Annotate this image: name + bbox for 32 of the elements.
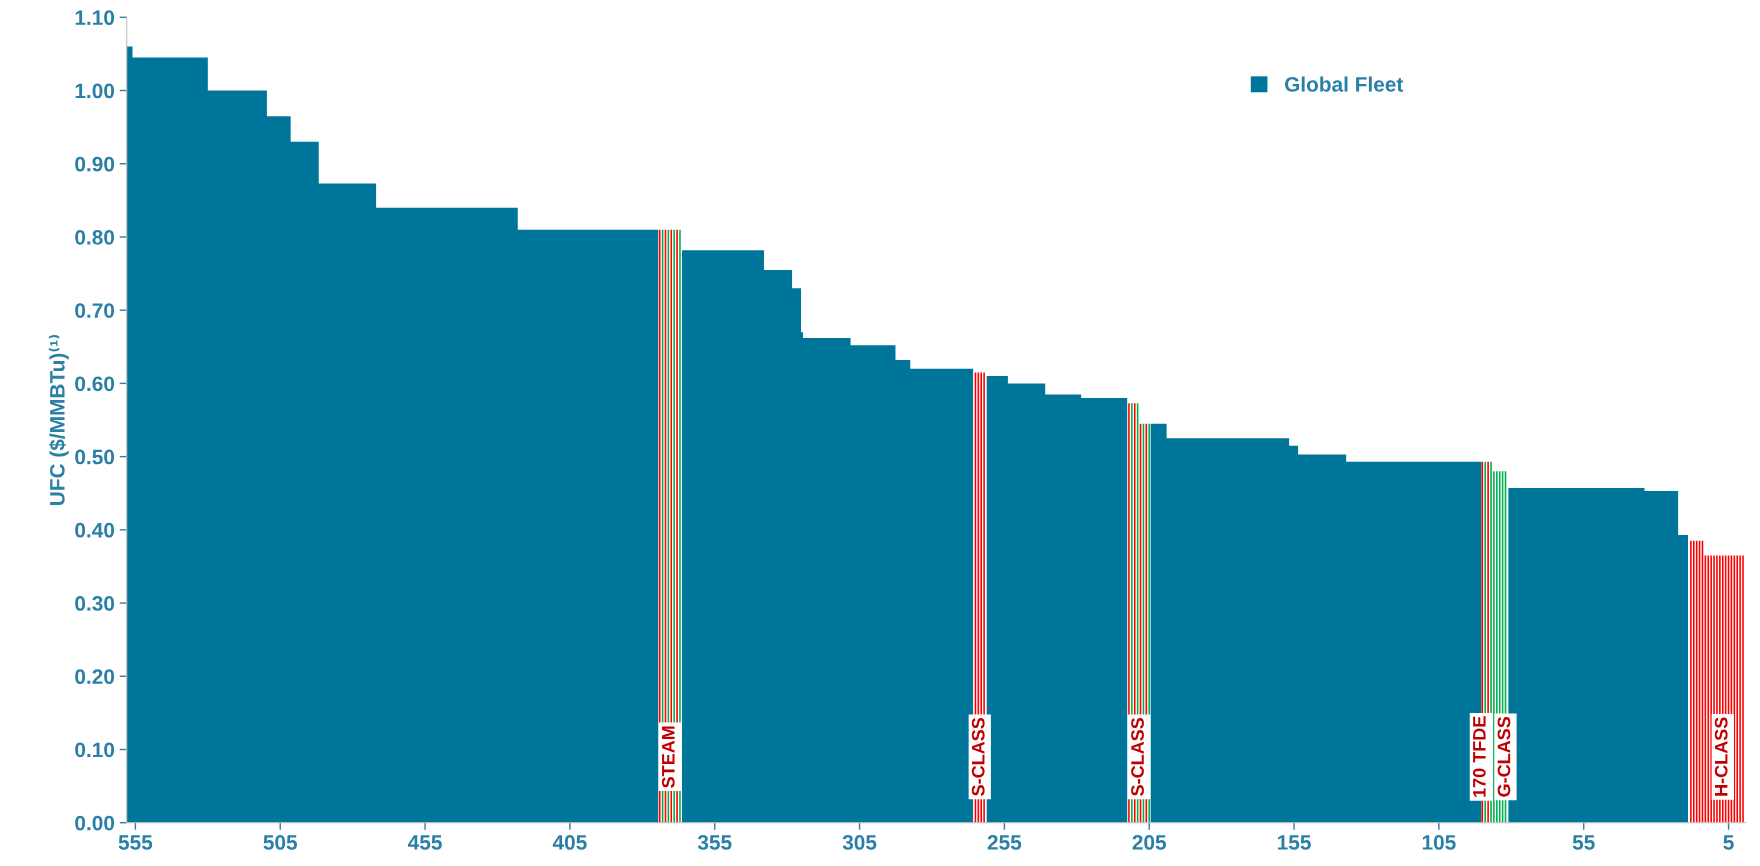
x-tick-label: 5 <box>1723 835 1734 850</box>
annotation: S-CLASS <box>971 717 985 796</box>
legend-label: Global Fleet <box>1284 76 1404 92</box>
x-tick-label: 555 <box>118 835 153 850</box>
x-tick-label: 355 <box>697 835 732 850</box>
y-tick-label: 1.10 <box>75 10 115 26</box>
y-tick-label: 0.70 <box>75 303 115 318</box>
x-tick-label: 405 <box>552 835 587 850</box>
y-tick-label: 0.40 <box>75 522 115 538</box>
y-tick-label: 0.60 <box>75 376 115 392</box>
x-tick-label: 55 <box>1572 835 1595 850</box>
x-tick-label: 155 <box>1277 835 1311 850</box>
y-tick-label: 0.30 <box>75 596 115 611</box>
y-tick-label: 0.90 <box>75 156 115 172</box>
y-tick-label: 1.00 <box>75 83 115 99</box>
y-tick-label: 0.50 <box>75 449 115 465</box>
annotation: S-CLASS <box>1131 717 1144 796</box>
x-tick-label: 205 <box>1132 835 1167 850</box>
x-tick-label: 255 <box>987 835 1022 850</box>
y-tick-label: 0.80 <box>75 229 115 245</box>
x-tick-label: 305 <box>842 835 877 850</box>
y-axis-title: UFC ($/MMBTu)⁽¹⁾ <box>48 334 69 505</box>
y-tick-label: 0.00 <box>75 815 115 831</box>
x-tick-label: 105 <box>1422 835 1456 850</box>
x-tick-label: 505 <box>263 835 298 850</box>
annotation: 170 TFDE <box>1472 716 1486 797</box>
annotation: G-CLASS <box>1497 716 1511 797</box>
x-tick-label: 455 <box>408 835 442 850</box>
annotation: STEAM <box>661 726 675 788</box>
y-tick-label: 0.20 <box>75 669 115 685</box>
y-tick-label: 0.10 <box>75 742 115 758</box>
annotation: H-CLASS <box>1714 717 1728 796</box>
